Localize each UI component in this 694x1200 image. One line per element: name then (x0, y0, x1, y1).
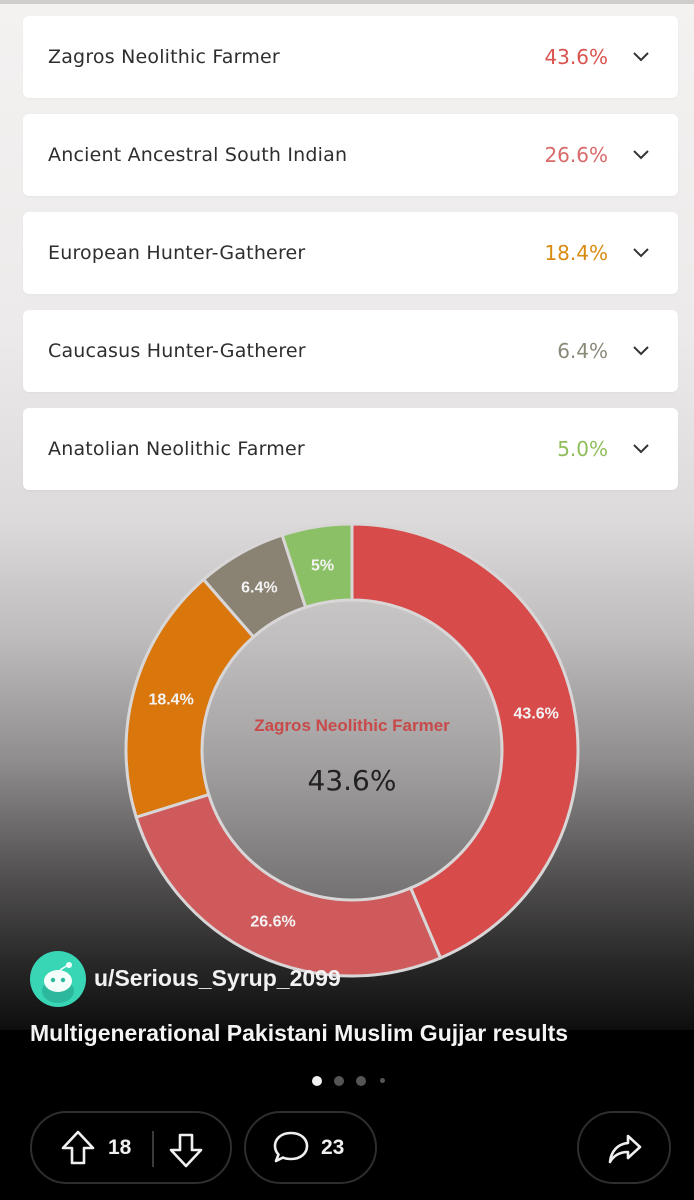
slice-label: 26.6% (250, 914, 295, 931)
post-title[interactable]: Multigenerational Pakistani Muslim Gujja… (30, 1020, 569, 1046)
chevron-down-icon[interactable] (632, 245, 650, 259)
slice-label: 43.6% (514, 705, 559, 722)
share-button[interactable] (577, 1111, 671, 1184)
ancestry-row-anatolian[interactable]: Anatolian Neolithic Farmer 5.0% (23, 408, 678, 490)
slice-label: 18.4% (148, 692, 193, 709)
comment-button[interactable]: 23 (244, 1111, 377, 1184)
donut-slice[interactable] (280, 522, 354, 610)
ancestry-label: Zagros Neolithic Farmer (48, 46, 280, 68)
donut-center-value: 43.6% (307, 764, 397, 797)
donut-chart: 43.6% 26.6% 18.4% 6.4% 5% Zagros Neolithic F… (122, 520, 582, 980)
vote-divider (152, 1131, 154, 1167)
ancestry-label: Anatolian Neolithic Farmer (48, 438, 305, 460)
ancestry-label: European Hunter-Gatherer (48, 242, 306, 264)
donut-chart-svg: 43.6% 26.6% 18.4% 6.4% 5% (124, 522, 580, 978)
ancestry-percent: 5.0% (557, 437, 608, 461)
ancestry-row-zagros[interactable]: Zagros Neolithic Farmer 43.6% (23, 16, 678, 98)
carousel-dot-active[interactable] (312, 1076, 322, 1086)
share-icon (608, 1134, 642, 1164)
chevron-down-icon[interactable] (632, 343, 650, 357)
chevron-down-icon[interactable] (632, 147, 650, 161)
downvote-icon[interactable] (168, 1131, 204, 1169)
slice-label: 5% (311, 557, 334, 574)
donut-slice[interactable] (350, 522, 580, 960)
carousel-dot[interactable] (334, 1076, 344, 1086)
ancestry-row-aasi[interactable]: Ancient Ancestral South Indian 26.6% (23, 114, 678, 196)
ancestry-row-chg[interactable]: Caucasus Hunter-Gatherer 6.4% (23, 310, 678, 392)
ancestry-percent: 26.6% (544, 143, 608, 167)
ancestry-row-ehg[interactable]: European Hunter-Gatherer 18.4% (23, 212, 678, 294)
slice-label: 6.4% (241, 579, 277, 596)
ancestry-label: Caucasus Hunter-Gatherer (48, 340, 306, 362)
vote-bar: 18 (30, 1111, 232, 1184)
comment-icon (273, 1131, 309, 1163)
avatar[interactable] (30, 951, 86, 1007)
ancestry-percent: 43.6% (544, 45, 608, 69)
donut-hole (203, 601, 501, 899)
carousel-indicator (312, 1076, 392, 1086)
post-image[interactable]: Zagros Neolithic Farmer 43.6% Ancient An… (0, 0, 694, 1030)
donut-center-label: Zagros Neolithic Farmer (254, 716, 450, 735)
carousel-dot-small[interactable] (380, 1078, 385, 1083)
ancestry-percent: 18.4% (544, 241, 608, 265)
image-top-edge (0, 0, 694, 4)
chevron-down-icon[interactable] (632, 441, 650, 455)
comment-count: 23 (321, 1136, 345, 1159)
upvote-count: 18 (108, 1136, 132, 1159)
carousel-dot[interactable] (356, 1076, 366, 1086)
chevron-down-icon[interactable] (632, 49, 650, 63)
ancestry-percent: 6.4% (557, 339, 608, 363)
ancestry-label: Ancient Ancestral South Indian (48, 144, 348, 166)
donut-slice[interactable] (134, 792, 443, 978)
upvote-icon[interactable] (60, 1129, 96, 1167)
username[interactable]: u/Serious_Syrup_2099 (94, 965, 341, 991)
snoo-avatar-icon (42, 962, 74, 1003)
